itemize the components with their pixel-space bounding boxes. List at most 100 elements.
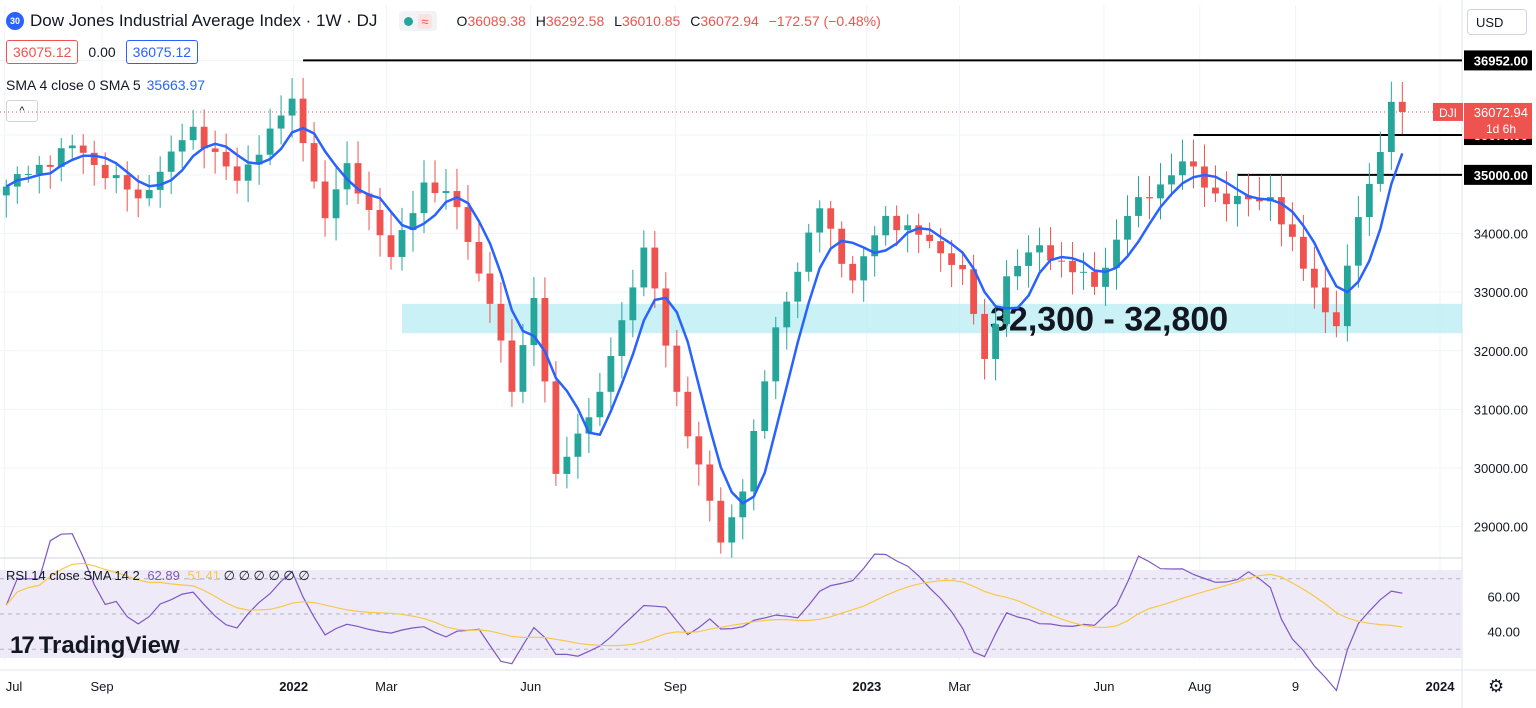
rsi-sma-line	[5, 562, 1403, 647]
candle	[57, 138, 65, 182]
candle	[552, 361, 560, 486]
candle	[849, 255, 857, 294]
candle	[1376, 131, 1384, 192]
candle	[453, 168, 461, 230]
candle	[1398, 81, 1406, 135]
candle	[90, 140, 98, 186]
time-tick-label: Jul	[6, 679, 23, 694]
time-tick-label: 2024	[1426, 679, 1456, 694]
candle	[354, 141, 362, 204]
candle	[530, 277, 538, 366]
candle	[123, 161, 131, 212]
candle	[585, 397, 593, 453]
wave-icon: ≈	[418, 13, 432, 29]
buy-price-box[interactable]: 36075.12	[125, 40, 199, 64]
candle	[1146, 175, 1153, 220]
time-tick-label: 2022	[279, 679, 308, 694]
live-dot-icon	[404, 16, 414, 26]
price-tick-label: 31000.00	[1474, 402, 1528, 417]
gear-icon[interactable]: ⚙	[1488, 676, 1505, 696]
candle	[1332, 290, 1340, 338]
candle	[541, 277, 549, 403]
sell-price-box[interactable]: 36075.12	[6, 40, 79, 64]
spread-value: 0.00	[88, 44, 116, 60]
candle	[915, 213, 923, 254]
tradingview-mark-icon: 17	[10, 632, 35, 659]
candle	[79, 134, 87, 174]
time-tick-label: Mar	[948, 679, 971, 694]
chart-title[interactable]: Dow Jones Industrial Average Index · 1W …	[30, 11, 378, 30]
candle	[1113, 219, 1120, 290]
candle	[1365, 163, 1373, 236]
candles	[2, 77, 1406, 558]
status-pill[interactable]: ≈	[399, 11, 437, 31]
candle	[1014, 249, 1021, 291]
candle	[398, 207, 406, 271]
candle	[629, 269, 637, 338]
zone-label: 32,300 - 32,800	[990, 301, 1228, 339]
candle	[365, 171, 373, 231]
currency-selector[interactable]: USD	[1467, 9, 1527, 35]
rsi-legend-value: 62.89	[147, 568, 180, 583]
candle	[1190, 139, 1197, 189]
candle	[959, 250, 967, 286]
collapse-legend-button[interactable]: ^	[6, 100, 38, 122]
candle	[761, 370, 769, 439]
rsi-series	[0, 533, 1462, 692]
candle	[486, 251, 494, 323]
candle	[431, 160, 439, 203]
candle	[651, 230, 659, 308]
level-price-label: 35000.00	[1474, 168, 1528, 183]
candle	[255, 135, 263, 185]
candle	[475, 220, 483, 282]
candle	[508, 319, 516, 407]
candle	[189, 109, 197, 150]
candle	[1278, 174, 1285, 247]
price-boxes: 36075.12 0.00 36075.12	[6, 40, 199, 64]
sma-line	[5, 126, 1404, 505]
candle	[607, 337, 615, 410]
candle	[816, 200, 824, 253]
sma-legend[interactable]: SMA 4 close 0 SMA 5 35663.97	[6, 77, 205, 93]
time-tick-label: Jun	[520, 679, 541, 694]
candle	[277, 95, 285, 145]
candle	[519, 323, 527, 404]
candle	[497, 282, 505, 363]
time-tick-label: Sep	[91, 679, 114, 694]
candle	[596, 372, 604, 426]
candle	[717, 487, 725, 554]
support-zone: 32,300 - 32,800	[402, 301, 1462, 339]
candle	[838, 221, 846, 278]
candle	[1058, 242, 1065, 278]
price-axis[interactable]: 34000.00 33000.00 32000.00 31000.00 30000.00…	[1433, 50, 1532, 640]
candle	[68, 134, 76, 161]
candle	[739, 479, 747, 540]
candle	[1354, 196, 1362, 288]
price-tick-label: 29000.00	[1474, 520, 1528, 535]
price-tick-label: 34000.00	[1474, 227, 1528, 242]
candle	[1223, 171, 1230, 222]
candle	[1047, 227, 1054, 271]
rsi-line	[5, 533, 1403, 692]
tradingview-logo[interactable]: 17 TradingView	[10, 632, 180, 660]
candle	[343, 141, 351, 206]
symbol-tag	[1433, 102, 1463, 121]
candle	[1267, 174, 1274, 221]
open-key: O	[456, 13, 468, 29]
candle	[1179, 139, 1186, 190]
time-tick-label: 9	[1292, 679, 1299, 694]
rsi-legend[interactable]: RSI 14 close SMA 14 2 62.89 51.41 ∅ ∅ ∅ …	[6, 568, 310, 584]
candle	[409, 190, 417, 252]
time-tick-label: Aug	[1188, 679, 1211, 694]
time-axis[interactable]: Jul Sep 2022 Mar Jun Sep 2023 Mar Jun Aug 9 2024	[6, 679, 1456, 694]
high-value: 36292.58	[545, 13, 605, 29]
rsi-legend-label: RSI 14 close SMA 14 2	[6, 568, 140, 583]
chart-header: 30 Dow Jones Industrial Average Index · …	[6, 7, 887, 35]
candle	[1036, 227, 1043, 273]
symbol-tag-label: DJI	[1439, 106, 1457, 120]
candle	[464, 185, 472, 260]
close-key: C	[690, 13, 701, 29]
countdown-label: 1d 6h	[1486, 122, 1516, 136]
candle	[1234, 173, 1241, 227]
